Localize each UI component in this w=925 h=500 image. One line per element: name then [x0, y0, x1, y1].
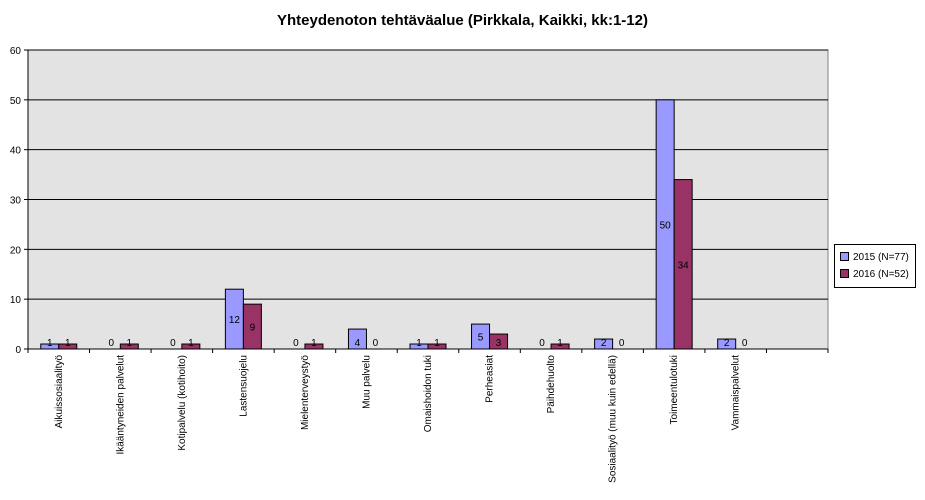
- chart-title: Yhteydenoton tehtäväalue (Pirkkala, Kaik…: [277, 12, 648, 29]
- bar: [673, 179, 693, 350]
- data-label: 0: [109, 338, 115, 349]
- data-label: 0: [539, 338, 545, 349]
- legend-swatch-2015: [840, 252, 849, 261]
- data-label: 0: [293, 338, 299, 349]
- bar: [717, 338, 737, 350]
- x-tick-label: Kotipalvelu (kotihoito): [177, 355, 188, 451]
- data-label: 2: [724, 338, 730, 349]
- x-tick-label: Toimeentulotuki: [669, 355, 680, 424]
- bar: [489, 333, 509, 350]
- data-label: 1: [47, 338, 53, 349]
- bar: [58, 343, 78, 350]
- x-tick-label: Vammaispalvelut: [731, 355, 742, 431]
- data-label: 0: [373, 338, 379, 349]
- legend-label-2015: 2015 (N=77): [853, 252, 909, 263]
- data-label: 1: [188, 338, 194, 349]
- data-label: 5: [478, 333, 484, 344]
- data-label: 4: [355, 338, 361, 349]
- x-tick-label: Ikääntyneiden palvelut: [115, 355, 126, 455]
- data-label: 0: [619, 338, 625, 349]
- data-label: 0: [170, 338, 176, 349]
- y-tick-label: 60: [10, 46, 22, 57]
- y-tick-label: 40: [10, 146, 22, 157]
- bar: [304, 343, 324, 350]
- data-label: 1: [311, 338, 317, 349]
- data-label: 1: [65, 338, 71, 349]
- x-tick-label: Aikuissosiaalityö: [54, 355, 65, 429]
- y-tick-label: 30: [10, 196, 22, 207]
- x-tick-label: Perheasiat: [485, 355, 496, 403]
- data-label: 1: [557, 338, 563, 349]
- legend-item-2016: 2016 (N=52): [840, 269, 909, 281]
- x-tick-label: Mielenterveystyö: [300, 355, 311, 430]
- legend-swatch-2016: [840, 269, 849, 278]
- x-tick-label: Päihdehuolto: [546, 355, 557, 414]
- bar: [119, 343, 139, 350]
- legend: 2015 (N=77) 2016 (N=52): [834, 244, 916, 288]
- x-tick-label: Omaishoidon tuki: [423, 355, 434, 432]
- data-label: 1: [127, 338, 133, 349]
- data-label: 9: [250, 323, 256, 334]
- legend-item-2015: 2015 (N=77): [840, 252, 909, 264]
- x-tick-label: Sosiaalityö (muu kuin edellä): [608, 355, 619, 483]
- bar: [242, 303, 262, 350]
- bar: [427, 343, 447, 350]
- data-label: 1: [434, 338, 440, 349]
- bar: [594, 338, 614, 350]
- data-label: 2: [601, 338, 607, 349]
- data-label: 0: [742, 338, 748, 349]
- data-label: 1: [416, 338, 422, 349]
- x-tick-label: Muu palvelu: [361, 355, 372, 409]
- data-label: 34: [678, 260, 690, 271]
- x-tick-label: Lastensuojelu: [238, 355, 249, 417]
- y-tick-label: 20: [10, 245, 22, 256]
- legend-label-2016: 2016 (N=52): [853, 269, 909, 280]
- y-tick-label: 10: [10, 295, 22, 306]
- bar: [347, 328, 367, 350]
- bar: [181, 343, 201, 350]
- y-tick-label: 50: [10, 96, 22, 107]
- data-label: 12: [229, 315, 241, 326]
- data-label: 50: [660, 220, 672, 231]
- y-tick-label: 0: [15, 345, 21, 356]
- data-label: 3: [496, 338, 502, 349]
- bar: [550, 343, 570, 350]
